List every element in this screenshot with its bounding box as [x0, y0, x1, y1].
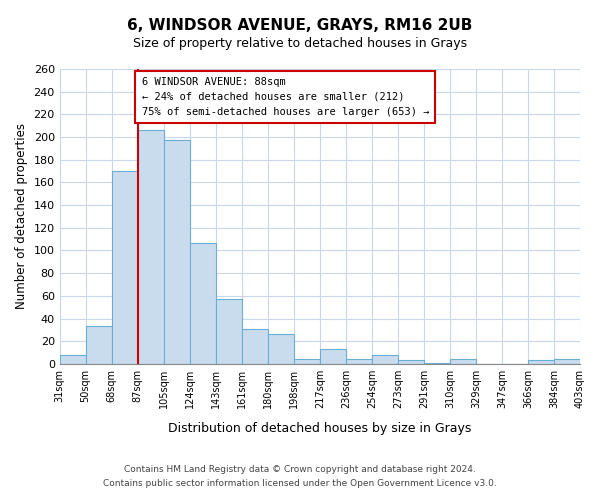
- Bar: [59, 355, 86, 364]
- Bar: [164, 140, 190, 364]
- Bar: [86, 326, 112, 364]
- Bar: [346, 360, 372, 364]
- Text: 6, WINDSOR AVENUE, GRAYS, RM16 2UB: 6, WINDSOR AVENUE, GRAYS, RM16 2UB: [127, 18, 473, 32]
- Bar: [372, 355, 398, 364]
- Text: Contains HM Land Registry data © Crown copyright and database right 2024.
Contai: Contains HM Land Registry data © Crown c…: [103, 466, 497, 487]
- Text: Size of property relative to detached houses in Grays: Size of property relative to detached ho…: [133, 38, 467, 51]
- Bar: [554, 360, 580, 364]
- Y-axis label: Number of detached properties: Number of detached properties: [15, 124, 28, 310]
- Bar: [216, 299, 242, 364]
- Bar: [294, 360, 320, 364]
- X-axis label: Distribution of detached houses by size in Grays: Distribution of detached houses by size …: [168, 422, 472, 435]
- Bar: [424, 362, 450, 364]
- Text: 6 WINDSOR AVENUE: 88sqm
← 24% of detached houses are smaller (212)
75% of semi-d: 6 WINDSOR AVENUE: 88sqm ← 24% of detache…: [142, 77, 429, 116]
- Bar: [138, 130, 164, 364]
- Bar: [450, 360, 476, 364]
- Bar: [528, 360, 554, 364]
- Bar: [320, 349, 346, 364]
- Bar: [112, 171, 138, 364]
- Bar: [268, 334, 294, 364]
- Bar: [242, 328, 268, 364]
- Bar: [398, 360, 424, 364]
- Bar: [190, 242, 216, 364]
